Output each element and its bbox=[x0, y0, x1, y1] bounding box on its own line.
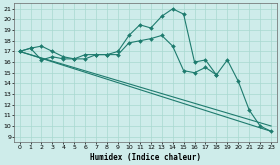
X-axis label: Humidex (Indice chaleur): Humidex (Indice chaleur) bbox=[90, 152, 201, 162]
